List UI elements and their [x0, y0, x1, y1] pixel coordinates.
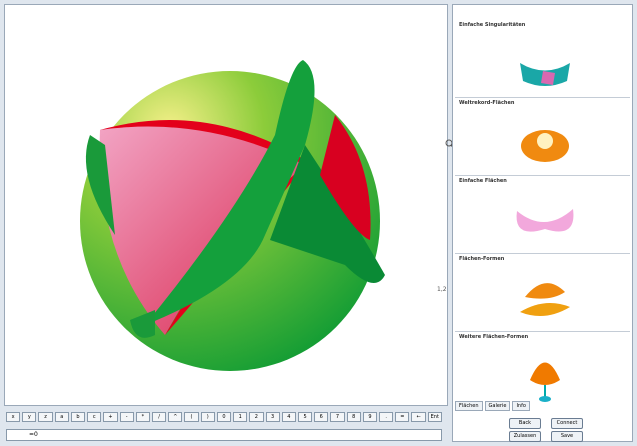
gallery-item-title: Weltrekord-Flächen [459, 100, 515, 106]
key-button[interactable]: 6 [314, 412, 329, 422]
key-button[interactable]: 8 [346, 412, 361, 422]
tab[interactable]: Galerie [484, 401, 511, 411]
thumbnail [516, 209, 574, 232]
button[interactable]: Connect [551, 418, 583, 429]
key-button[interactable]: 1 [233, 412, 248, 422]
button[interactable]: Back [509, 418, 541, 429]
render-view[interactable] [4, 4, 455, 406]
key-button[interactable]: 7 [330, 412, 345, 422]
key-button[interactable]: z [38, 412, 53, 422]
key-button[interactable]: b [70, 412, 86, 422]
key-button[interactable]: ^ [168, 412, 183, 422]
key-button[interactable]: = [395, 412, 410, 422]
key-button[interactable]: 0 [216, 412, 232, 422]
key-button[interactable]: * [135, 412, 150, 422]
key-button[interactable]: 9 [362, 412, 378, 422]
key-button[interactable]: / [151, 412, 167, 422]
gallery-panel: Einfache Singularitäten Weltrekord-Fläch… [452, 4, 633, 442]
key-button[interactable]: a [54, 412, 69, 422]
gallery-item[interactable]: Flächen-Formen [455, 253, 630, 332]
key-button[interactable]: c [87, 412, 102, 422]
zoom-value: 1,2 [437, 286, 447, 293]
surface-render [80, 60, 385, 371]
key-button[interactable]: . [379, 412, 394, 422]
key-button[interactable]: x [6, 412, 21, 422]
thumbnail [521, 130, 569, 162]
gallery-item[interactable]: Einfache Flächen [455, 175, 630, 254]
gallery-item-title: Weitere Flächen-Formen [459, 334, 529, 340]
thumbnail [520, 283, 570, 316]
tab[interactable]: Flächen [455, 401, 483, 411]
key-button[interactable]: 2 [249, 412, 264, 422]
tab-bar: Flächen Galerie Info [455, 401, 530, 411]
key-button[interactable]: 3 [265, 412, 280, 422]
key-button[interactable]: Ent [427, 412, 442, 422]
thumbnail [520, 63, 570, 86]
formula-input[interactable]: =0 [6, 429, 442, 441]
key-button[interactable]: 4 [281, 412, 296, 422]
gallery-item-title: Flächen-Formen [459, 256, 505, 262]
tab[interactable]: Info [512, 401, 530, 411]
key-button[interactable]: + [103, 412, 118, 422]
key-button[interactable]: ← [411, 412, 426, 422]
key-button[interactable]: ( [184, 412, 199, 422]
gallery-item[interactable]: Weltrekord-Flächen [455, 97, 630, 176]
key-button[interactable]: y [22, 412, 37, 422]
thumbnail [530, 362, 560, 402]
keypad: x y z a b c + - * / ^() 0 1 2 3 4 5 6 7 8 9. = ← Ent [6, 412, 442, 422]
gallery-item[interactable]: Einfache Singularitäten [455, 19, 630, 98]
key-button[interactable]: 5 [297, 412, 313, 422]
key-button[interactable]: - [119, 412, 134, 422]
button[interactable]: Zulassen [509, 431, 541, 442]
gallery-item-title: Einfache Singularitäten [459, 22, 526, 28]
key-button[interactable]: ) [200, 412, 215, 422]
gallery-item[interactable]: Weitere Flächen-Formen [455, 331, 630, 402]
button[interactable]: Save [551, 431, 583, 442]
gallery-item-title: Einfache Flächen [459, 178, 507, 184]
